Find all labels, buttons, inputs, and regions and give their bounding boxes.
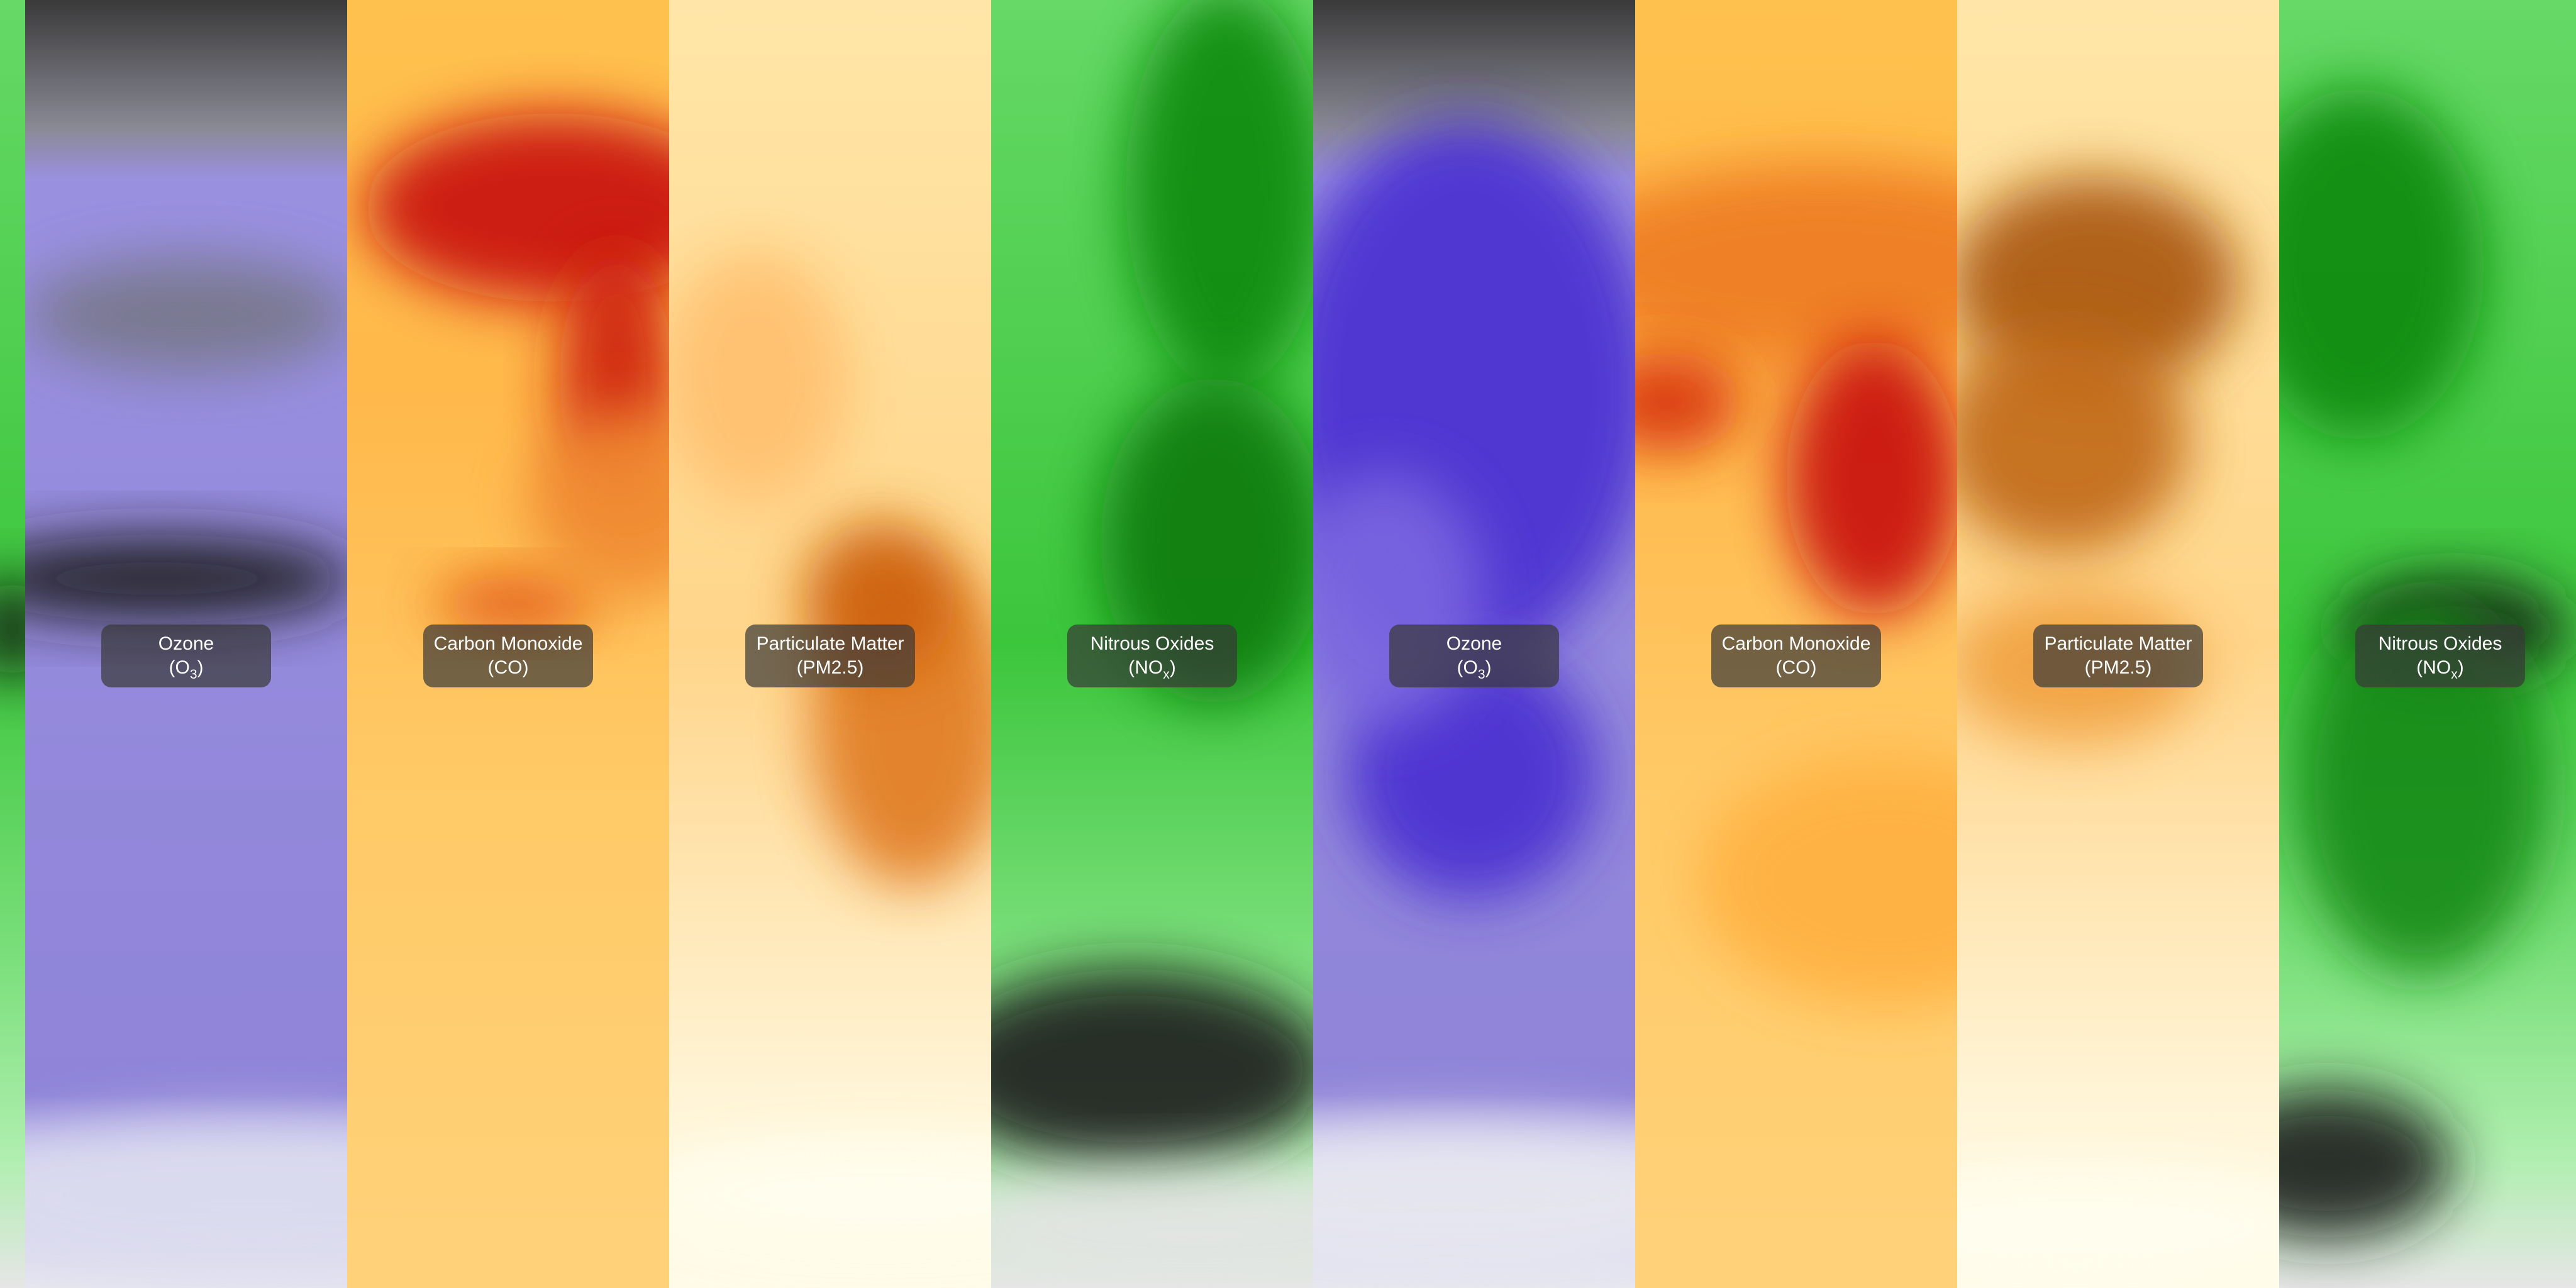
layer-name: Ozone — [1446, 633, 1502, 654]
concentration-area — [434, 575, 597, 632]
formula-subscript: 3 — [1478, 667, 1485, 682]
formula-subscript: 3 — [190, 667, 197, 682]
layer-name: Carbon Monoxide — [1722, 633, 1871, 654]
label-box — [1711, 625, 1881, 687]
layer-name: Nitrous Oxides — [2379, 633, 2502, 654]
layer-label: Nitrous Oxides (NOx) — [2355, 625, 2525, 687]
formula-end: ) — [2458, 657, 2464, 678]
concentration-area — [1313, 1119, 1635, 1270]
concentration-area — [1957, 1170, 2279, 1283]
label-box — [2355, 625, 2525, 687]
formula-subscript: x — [1163, 667, 1170, 682]
layer-name: Particulate Matter — [2044, 633, 2192, 654]
concentration-area — [2279, 1088, 2453, 1239]
label-box — [1389, 625, 1559, 687]
concentration-area — [2296, 597, 2547, 975]
layer-name: Particulate Matter — [756, 633, 904, 654]
formula: (CO) — [488, 657, 529, 678]
layer-label: Nitrous Oxides (NOx) — [1067, 625, 1237, 687]
label-box — [2033, 625, 2203, 687]
layer-label: Carbon Monoxide (CO) — [423, 625, 593, 687]
label-box — [423, 625, 593, 687]
formula: (PM2.5) — [2085, 657, 2152, 678]
concentration-area — [1126, 0, 1313, 390]
label-box — [101, 625, 271, 687]
concentration-area — [365, 113, 669, 302]
layer-formula: (O3) — [169, 657, 203, 682]
formula-end: ) — [1485, 657, 1492, 678]
formula-end: ) — [197, 657, 204, 678]
layer-formula: (NOx) — [1128, 657, 1176, 682]
concentration-area — [25, 258, 347, 371]
layer-formula: (NOx) — [2416, 657, 2464, 682]
layer-formula: (O3) — [1457, 657, 1491, 682]
concentration-area — [1101, 377, 1313, 704]
layer-formula: (PM2.5) — [797, 657, 864, 678]
label-box — [745, 625, 915, 687]
layer-label: Carbon Monoxide (CO) — [1711, 625, 1881, 687]
layer-formula: (CO) — [1776, 657, 1817, 678]
concentration-area — [991, 969, 1313, 1170]
concentration-area — [528, 409, 669, 597]
layer-label: Particulate Matter (PM2.5) — [2033, 625, 2203, 687]
concentration-area — [25, 535, 347, 623]
layer-name: Carbon Monoxide — [434, 633, 583, 654]
layer-label: Particulate Matter (PM2.5) — [745, 625, 915, 687]
formula: (O — [1457, 657, 1477, 678]
concentration-area — [669, 252, 849, 503]
layer-name: Nitrous Oxides — [1091, 633, 1214, 654]
layer-formula: (PM2.5) — [2085, 657, 2152, 678]
formula: (NO — [2416, 657, 2451, 678]
concentration-area — [25, 1119, 347, 1270]
concentration-area — [1635, 164, 1957, 365]
formula: (NO — [1128, 657, 1163, 678]
concentration-area — [1957, 327, 2189, 553]
layer-label: Ozone (O3) — [1389, 625, 1559, 687]
concentration-area — [1635, 352, 1742, 453]
concentration-area — [991, 1170, 1313, 1283]
label-box — [1067, 625, 1237, 687]
layer-strip — [1313, 0, 1635, 1288]
layer-name: Ozone — [158, 633, 214, 654]
concentration-area — [669, 1138, 991, 1252]
concentration-area — [1698, 755, 1957, 1006]
formula: (CO) — [1776, 657, 1817, 678]
formula: (O — [169, 657, 189, 678]
formula: (PM2.5) — [797, 657, 864, 678]
layer-label: Ozone (O3) — [101, 625, 271, 687]
formula-end: ) — [1170, 657, 1176, 678]
formula-subscript: x — [2451, 667, 2458, 682]
concentration-area — [2279, 88, 2484, 440]
layer-formula: (CO) — [488, 657, 529, 678]
concentration-area — [0, 579, 25, 679]
layer-strip — [347, 0, 669, 1288]
concentration-area — [1786, 340, 1957, 616]
